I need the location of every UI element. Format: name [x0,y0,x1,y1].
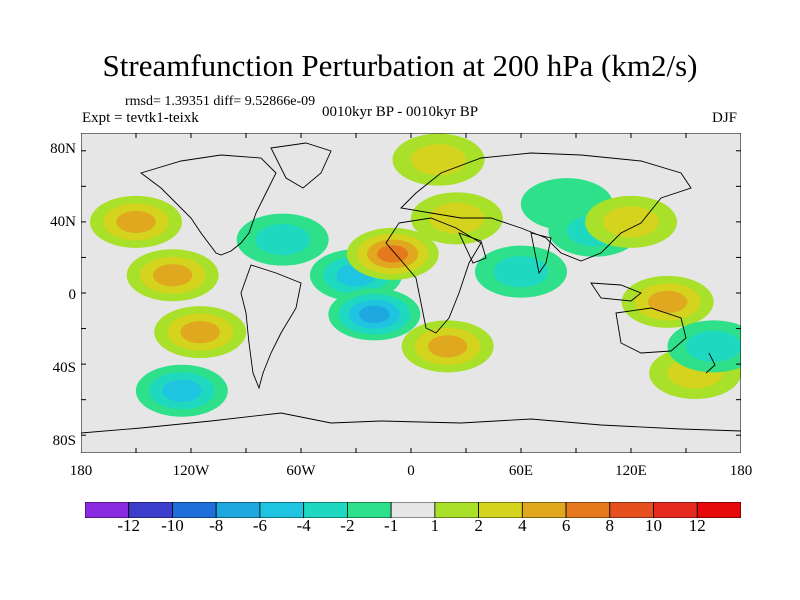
colorbar-label: 8 [605,516,615,535]
colorbar-label: 2 [474,516,483,535]
colorbar-label: -2 [340,516,355,535]
anomaly-center [328,288,421,341]
axis-ticks [81,133,741,453]
colorbar-label: 1 [430,516,440,535]
colorbar-label: -6 [252,516,267,535]
anomaly-center [236,213,329,266]
colorbar-label: 12 [688,516,706,535]
colorbar-label: -12 [117,516,141,535]
colorbar-label: 6 [561,516,571,535]
anomaly-center [154,306,247,359]
x-tick-label: 120W [172,463,210,479]
colorbar-label: -4 [296,516,311,535]
colorbar-label: 4 [518,516,527,535]
y-tick-label: 80N [50,141,76,157]
anomaly-contour [180,320,220,344]
anomaly-center [90,195,182,248]
x-tick-label: 120E [615,463,647,479]
colorbar-label: -8 [209,516,224,535]
anomaly-contour [427,335,468,358]
colorbar-label: -10 [161,516,184,535]
anomaly-center [410,192,503,245]
anomaly-contour [255,224,311,256]
y-tick-label: 0 [68,287,77,303]
figure-title: Streamfunction Perturbation at 200 hPa (… [102,48,698,83]
stats-label: rmsd= 1.39351 diff= 9.52866e-09 [125,94,316,109]
anomaly-center [346,227,439,280]
y-tick-label: 80S [52,433,76,449]
anomaly-contour [116,210,156,234]
x-tick-label: 60W [286,463,316,479]
anomaly-contour [603,206,659,238]
experiment-label: Expt = tevtk1-teixk [82,110,199,126]
anomaly-contour [359,305,390,323]
x-tick-label: 0 [407,463,415,479]
colorbar-label: 10 [645,516,663,535]
anomaly-center [585,195,677,248]
anomaly-center [135,364,228,417]
period-label: 0010kyr BP - 0010kyr BP [322,104,479,120]
anomaly-contour [410,144,467,176]
coastlines [81,142,741,434]
x-tick-label: 180 [69,463,93,479]
anomaly-contour [429,202,485,234]
anomaly-contour [162,379,202,402]
anomaly-field [90,133,741,417]
anomaly-center [392,133,485,186]
anomaly-center [667,320,741,373]
anomaly-contour [685,330,741,362]
anomaly-center [621,275,714,328]
anomaly-center [475,245,567,298]
anomaly-contour [377,245,408,263]
y-tick-label: 40N [50,214,76,230]
anomaly-contour [152,264,193,287]
x-tick-label: 180 [729,463,753,479]
anomaly-center [401,320,494,373]
anomaly-contour [493,256,549,288]
colorbar [85,502,741,518]
x-tick-label: 60E [508,463,534,479]
anomaly-center [126,249,219,302]
y-tick-label: 40S [52,360,76,376]
season-label: DJF [712,110,738,126]
colorbar-label: -1 [384,516,399,535]
map-plot [81,133,741,453]
anomaly-contour [647,290,688,314]
